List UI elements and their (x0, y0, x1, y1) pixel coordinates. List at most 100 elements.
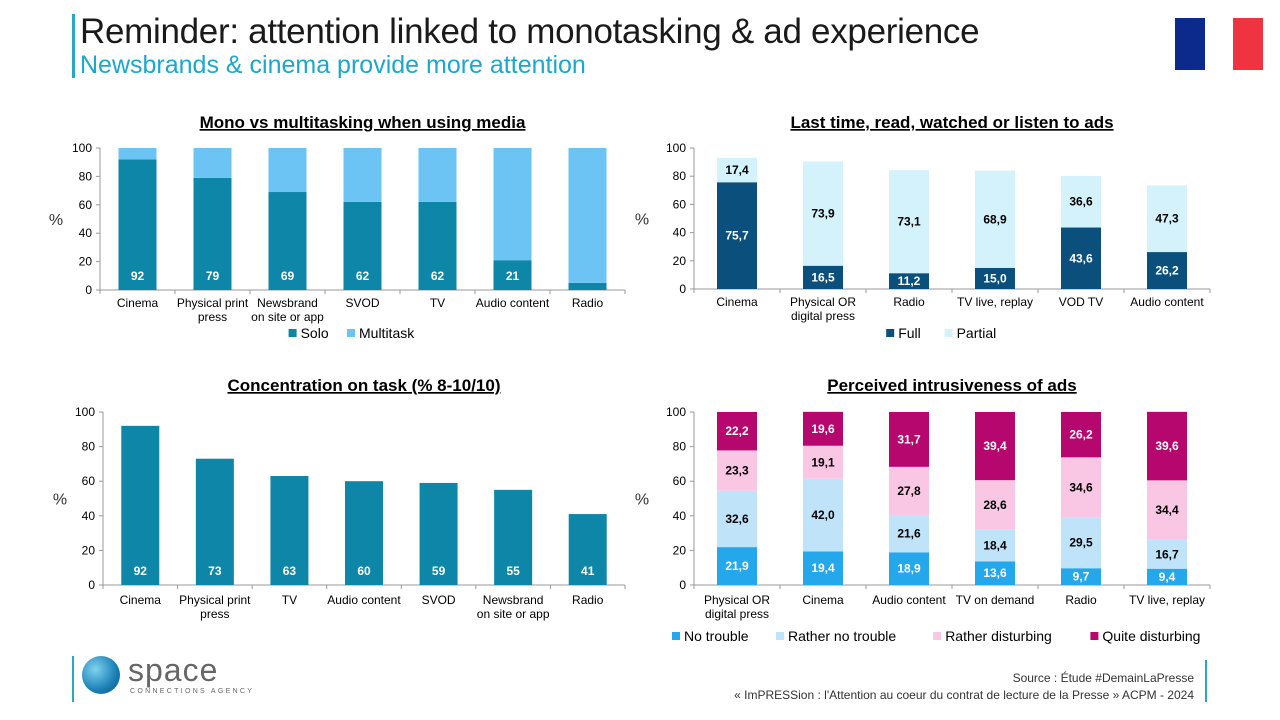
legend-label: Full (898, 325, 921, 341)
y-tick-label: 80 (673, 169, 687, 183)
y-axis-label: % (635, 492, 649, 509)
data-label: 29,5 (1069, 536, 1093, 550)
legend-swatch (288, 329, 297, 337)
y-axis-label: % (53, 492, 67, 509)
bar-segment (717, 450, 757, 491)
bar-segment (118, 159, 157, 290)
category-label: Audio content (476, 296, 550, 310)
data-label: 73,9 (811, 207, 835, 221)
data-label: 16,7 (1155, 547, 1179, 561)
data-label: 69 (281, 269, 295, 283)
data-label: 36,6 (1069, 195, 1093, 209)
y-tick-label: 60 (673, 474, 687, 488)
data-label: 31,7 (897, 432, 921, 446)
category-label: Physical OR (704, 593, 770, 607)
category-label: Radio (572, 296, 604, 310)
bar-segment (717, 412, 757, 451)
data-label: 42,0 (811, 508, 835, 522)
bar-segment (975, 561, 1015, 585)
bar-segment (418, 148, 457, 202)
bar-segment (1061, 175, 1101, 228)
legend-swatch (776, 632, 784, 640)
bar-segment (1147, 480, 1187, 540)
y-tick-label: 100 (75, 405, 95, 419)
bar-segment (568, 282, 607, 290)
space-logo-icon (82, 656, 120, 694)
y-tick-label: 40 (673, 509, 687, 523)
y-tick-label: 80 (79, 169, 93, 183)
legend-swatch (672, 632, 680, 640)
chart-title: Perceived intrusiveness of ads (827, 376, 1076, 395)
y-tick-label: 0 (85, 283, 92, 297)
bar-segment (494, 489, 533, 585)
category-label: Audio content (327, 593, 401, 607)
data-label: 18,4 (983, 539, 1007, 553)
data-label: 59 (432, 564, 446, 578)
bar-segment (568, 514, 607, 585)
data-label: 62 (356, 269, 370, 283)
data-label: 68,9 (983, 212, 1007, 226)
data-label: 73,1 (897, 215, 921, 229)
bar-segment (803, 161, 843, 266)
bar-segment (803, 551, 843, 585)
category-label: VOD TV (1059, 295, 1103, 309)
bar-segment (493, 148, 532, 261)
bar-segment (975, 529, 1015, 562)
source-accent-bar (1205, 660, 1207, 702)
y-axis-label: % (49, 212, 63, 229)
legend-label: Rather no trouble (788, 628, 896, 644)
bar-segment (343, 201, 382, 290)
bar-segment (270, 476, 309, 585)
bar-segment (419, 482, 458, 585)
legend-swatch (347, 329, 355, 337)
data-label: 22,2 (725, 424, 749, 438)
data-label: 60 (357, 564, 371, 578)
data-label: 11,2 (898, 274, 921, 288)
legend-label: No trouble (684, 628, 749, 644)
data-label: 23,3 (725, 464, 749, 478)
category-label: press (200, 607, 229, 621)
y-tick-label: 20 (673, 543, 687, 557)
bar-segment (1061, 227, 1101, 289)
data-label: 39,4 (983, 439, 1007, 453)
category-label: SVOD (345, 296, 379, 310)
y-tick-label: 0 (679, 578, 686, 592)
legend-label: Multitask (359, 325, 415, 341)
bar-segment (268, 148, 307, 193)
data-label: 19,6 (811, 422, 835, 436)
data-label: 16,5 (811, 270, 835, 284)
bar-segment (803, 411, 843, 446)
data-label: 28,6 (983, 498, 1007, 512)
bar-segment (345, 481, 383, 585)
data-label: 79 (206, 269, 220, 283)
data-label: 92 (131, 269, 145, 283)
chart-concentration-on-task: Concentration on task (% 8-10/10)% 0 20 40 6… (53, 376, 626, 621)
bar-segment (493, 260, 532, 290)
category-label: TV live, replay (1129, 593, 1205, 607)
legend-swatch (944, 329, 953, 337)
data-label: 15,0 (983, 271, 1007, 285)
category-label: on site or app (477, 607, 550, 621)
chart-title: Mono vs multitasking when using media (200, 113, 526, 132)
category-label: TV (282, 593, 297, 607)
data-label: 19,1 (811, 455, 835, 469)
legend-label: Partial (957, 325, 997, 341)
source-line-1: Source : Étude #DemainLaPresse (1012, 671, 1194, 685)
bar-segment (717, 157, 757, 183)
bar-segment (1061, 568, 1101, 585)
category-label: Cinema (802, 593, 844, 607)
chart-ads-attention: Last time, read, watched or listen to ad… (635, 113, 1211, 341)
category-label: Audio content (1130, 295, 1204, 309)
bar-segment (1147, 411, 1187, 481)
data-label: 39,6 (1155, 439, 1179, 453)
title-accent-bar (72, 14, 75, 78)
page-subtitle: Newsbrands & cinema provide more attenti… (80, 51, 586, 79)
bar-segment (889, 412, 929, 467)
bar-segment (1061, 412, 1101, 458)
bar-segment (1147, 568, 1187, 585)
bar-segment (975, 170, 1015, 268)
bar-segment (193, 177, 232, 290)
chart-ad-intrusiveness: Perceived intrusiveness of ads% 0 20 40 60 80… (635, 376, 1211, 644)
page-title: Reminder: attention linked to monotaskin… (80, 12, 980, 51)
category-label: Physical OR (790, 295, 856, 309)
